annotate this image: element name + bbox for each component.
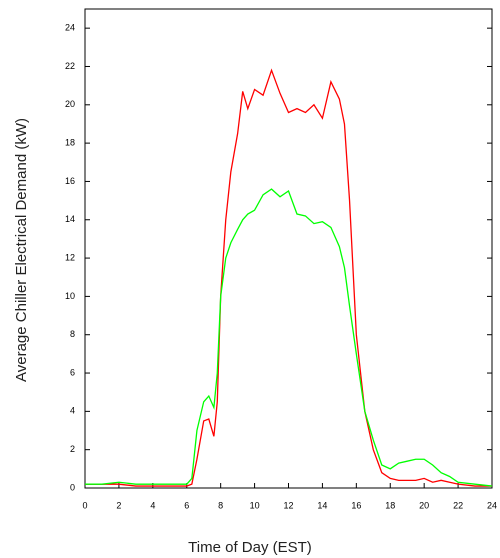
plot-frame <box>84 8 493 489</box>
x-tick-label: 0 <box>82 500 87 510</box>
y-tick-label: 10 <box>65 291 75 301</box>
y-tick-label: 18 <box>65 137 75 147</box>
series-line <box>85 188 493 487</box>
y-tick-label: 24 <box>65 23 75 33</box>
x-tick-label: 4 <box>150 500 155 510</box>
x-axis-title: Time of Day (EST) <box>188 539 312 556</box>
y-tick-label: 14 <box>65 214 75 224</box>
x-tick-label: 2 <box>116 500 121 510</box>
series-line <box>85 68 492 487</box>
x-tick-label: 14 <box>317 500 327 510</box>
y-tick-label: 8 <box>70 329 75 339</box>
y-tick-label: 0 <box>70 482 75 492</box>
x-tick-label: 20 <box>419 500 429 510</box>
x-tick-label: 22 <box>453 500 463 510</box>
x-tick-label: 16 <box>351 500 361 510</box>
y-tick-label: 20 <box>65 99 75 109</box>
y-axis-title: Average Chiller Electrical Demand (kW) <box>13 118 30 382</box>
x-tick-label: 8 <box>218 500 223 510</box>
y-tick-label: 4 <box>70 406 75 416</box>
x-tick-label: 6 <box>184 500 189 510</box>
x-tick-label: 12 <box>283 500 293 510</box>
y-tick-label: 12 <box>65 252 75 262</box>
y-tick-label: 16 <box>65 176 75 186</box>
x-tick-label: 24 <box>487 500 497 510</box>
y-tick-label: 6 <box>70 367 75 377</box>
y-tick-label: 2 <box>70 444 75 454</box>
y-tick-label: 22 <box>65 61 75 71</box>
x-tick-label: 10 <box>250 500 260 510</box>
x-tick-label: 18 <box>385 500 395 510</box>
